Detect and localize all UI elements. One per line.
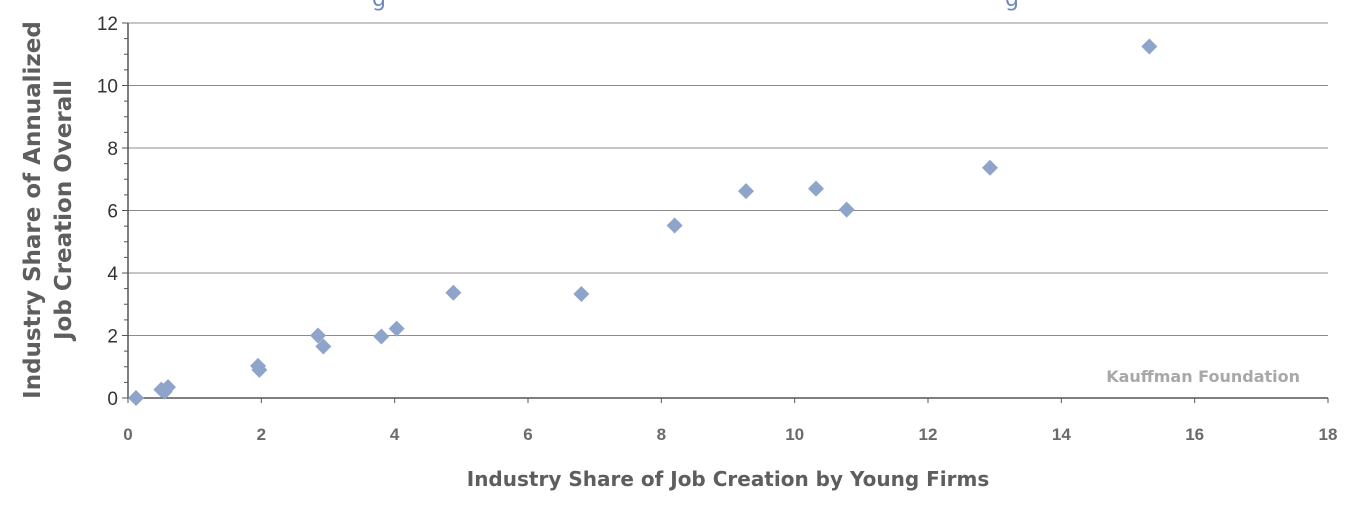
data-points xyxy=(128,38,1158,406)
x-tick-label: 14 xyxy=(1052,425,1071,444)
data-point xyxy=(388,320,405,337)
data-point xyxy=(808,180,824,197)
chart-title-fragment-right: g xyxy=(1005,0,1019,12)
y-axis-title-line1: Industry Share of Annualized xyxy=(20,21,46,399)
y-tick-label: 8 xyxy=(107,139,118,160)
y-tick-label: 12 xyxy=(97,14,118,35)
x-tick-label: 10 xyxy=(785,425,804,444)
data-point xyxy=(160,379,176,396)
data-point xyxy=(573,285,590,302)
data-point xyxy=(738,183,754,200)
y-tick-label: 10 xyxy=(97,77,118,98)
data-point xyxy=(838,201,855,218)
x-tick-label: 4 xyxy=(390,425,400,444)
data-point xyxy=(373,328,390,345)
x-tick-label: 6 xyxy=(523,425,532,444)
data-point xyxy=(251,361,268,378)
x-axis-title: Industry Share of Job Creation by Young … xyxy=(467,467,990,491)
y-tick-label: 2 xyxy=(107,327,118,348)
data-point xyxy=(128,390,144,406)
watermark: Kauffman Foundation xyxy=(1106,367,1300,386)
chart-title-fragment-left: g xyxy=(372,0,386,12)
data-point xyxy=(982,159,998,176)
gridlines xyxy=(128,22,1328,336)
tick-labels: 0 2 4 6 8 10 12 0 2 4 6 8 10 12 14 16 18 xyxy=(97,14,1338,444)
data-point xyxy=(1141,38,1158,55)
axes xyxy=(122,22,1329,403)
data-point xyxy=(315,338,332,355)
x-tick-label: 0 xyxy=(123,425,132,444)
y-tick-label: 6 xyxy=(107,202,118,223)
data-point xyxy=(445,284,462,301)
x-tick-label: 8 xyxy=(657,425,666,444)
y-axis-title-line2: Job Creation Overall xyxy=(51,80,77,342)
y-tick-label: 0 xyxy=(107,389,118,410)
data-point xyxy=(666,217,683,234)
x-tick-label: 18 xyxy=(1319,425,1338,444)
y-tick-label: 4 xyxy=(107,264,118,285)
x-tick-label: 12 xyxy=(919,425,938,444)
data-point xyxy=(310,327,326,344)
x-tick-label: 16 xyxy=(1185,425,1204,444)
x-tick-label: 2 xyxy=(257,425,266,444)
